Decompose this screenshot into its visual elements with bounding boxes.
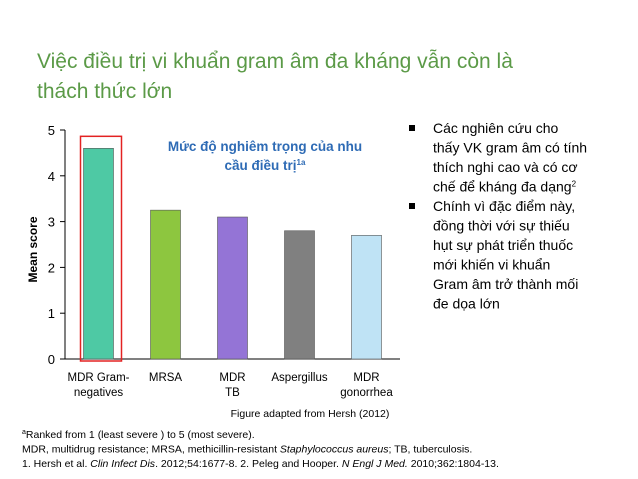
footnote-segment: 1. Hersh et al.	[22, 458, 90, 470]
chart-title-sup: 1a	[297, 158, 306, 167]
x-tick-label: Aspergillus	[271, 372, 327, 384]
chart-title: Mức độ nghiêm trọng của nhu	[168, 139, 362, 154]
chart-title: cầu điều trị1a	[225, 158, 306, 173]
footnote-segment: Staphylococcus aureus	[280, 444, 389, 456]
chart-title-text: cầu điều trị	[225, 158, 297, 173]
bar	[217, 216, 248, 360]
bullet-text: chế để kháng đa dạng2	[433, 179, 577, 195]
y-tick-label: 4	[48, 169, 55, 184]
x-tick-label: TB	[225, 387, 240, 399]
bar	[284, 230, 315, 360]
bar	[83, 148, 114, 360]
x-tick-label: gonorrhea	[340, 387, 393, 399]
bullet-line: Các nghiên cứu cho	[433, 120, 559, 136]
bullet-text: Gram âm trở thành mối	[433, 276, 578, 292]
bullet-line: hụt sự phát triển thuốc	[433, 237, 573, 253]
bullet-marker	[409, 125, 415, 131]
footnote-segment: . 2012;54:1677-8. 2. Peleg and Hooper.	[155, 458, 342, 470]
footnote: MDR, multidrug resistance; MRSA, methici…	[22, 444, 472, 456]
footnote-segment: N Engl J Med.	[342, 458, 408, 470]
chart-source: Figure adapted from Hersh (2012)	[231, 408, 390, 420]
x-tick-label: MDR	[219, 372, 245, 384]
slide-title: thách thức lớn	[37, 80, 172, 103]
bullet-text: thấy VK gram âm có tính	[433, 140, 587, 156]
x-tick-label: negatives	[74, 387, 123, 399]
footnote-segment: ; TB, tuberculosis.	[388, 444, 472, 456]
footnote: 1. Hersh et al. Clin Infect Dis. 2012;54…	[22, 458, 499, 470]
slide-title: Việc điều trị vi khuẩn gram âm đa kháng …	[37, 50, 513, 73]
bullet-line: Chính vì đặc điểm này,	[433, 198, 575, 214]
bar	[351, 235, 382, 360]
bullet-text: thích nghi cao và có cơ	[433, 159, 578, 175]
bullet-line: mới khiến vi khuẩn	[433, 257, 550, 273]
x-tick-label: MDR	[353, 372, 379, 384]
footnote: aRanked from 1 (least severe ) to 5 (mos…	[22, 429, 255, 441]
footnote-segment: a	[22, 429, 26, 436]
bullet-line: thấy VK gram âm có tính	[433, 140, 587, 156]
bullet-text: đe dọa lớn	[433, 296, 500, 312]
bullet-sup: 2	[572, 180, 577, 189]
highlight-box	[79, 135, 123, 362]
bar	[150, 209, 181, 360]
bullet-line: đe dọa lớn	[433, 296, 500, 312]
footnote-segment: Ranked from 1 (least severe ) to 5 (most…	[26, 429, 255, 441]
bullet-line: đồng thời với sự thiếu	[433, 218, 570, 234]
bullet-text: Chính vì đặc điểm này,	[433, 198, 575, 214]
y-tick-label: 0	[48, 352, 55, 367]
bullet-marker	[409, 203, 415, 209]
bullet-line: chế để kháng đa dạng	[433, 179, 572, 195]
bullet-line: Gram âm trở thành mối	[433, 276, 578, 292]
y-tick-label: 5	[48, 123, 55, 138]
y-tick-label: 1	[48, 306, 55, 321]
x-tick-label: MRSA	[149, 372, 183, 384]
x-tick-label: MDR Gram-	[68, 372, 130, 384]
bullet-text: đồng thời với sự thiếu	[433, 218, 570, 234]
bullet-text: mới khiến vi khuẩn	[433, 257, 550, 273]
footnote-segment: Clin Infect Dis	[90, 458, 156, 470]
footnote-segment: 2010;362:1804-13.	[408, 458, 499, 470]
y-tick-label: 3	[48, 215, 55, 230]
bullet-line: thích nghi cao và có cơ	[433, 159, 578, 175]
chart-title-text: Mức độ nghiêm trọng của nhu	[168, 139, 362, 154]
y-tick-label: 2	[48, 260, 55, 275]
footnote-segment: MDR, multidrug resistance; MRSA, methici…	[22, 444, 280, 456]
y-axis-label: Mean score	[26, 216, 40, 282]
bullet-text: hụt sự phát triển thuốc	[433, 237, 573, 253]
bullet-text: Các nghiên cứu cho	[433, 120, 559, 136]
